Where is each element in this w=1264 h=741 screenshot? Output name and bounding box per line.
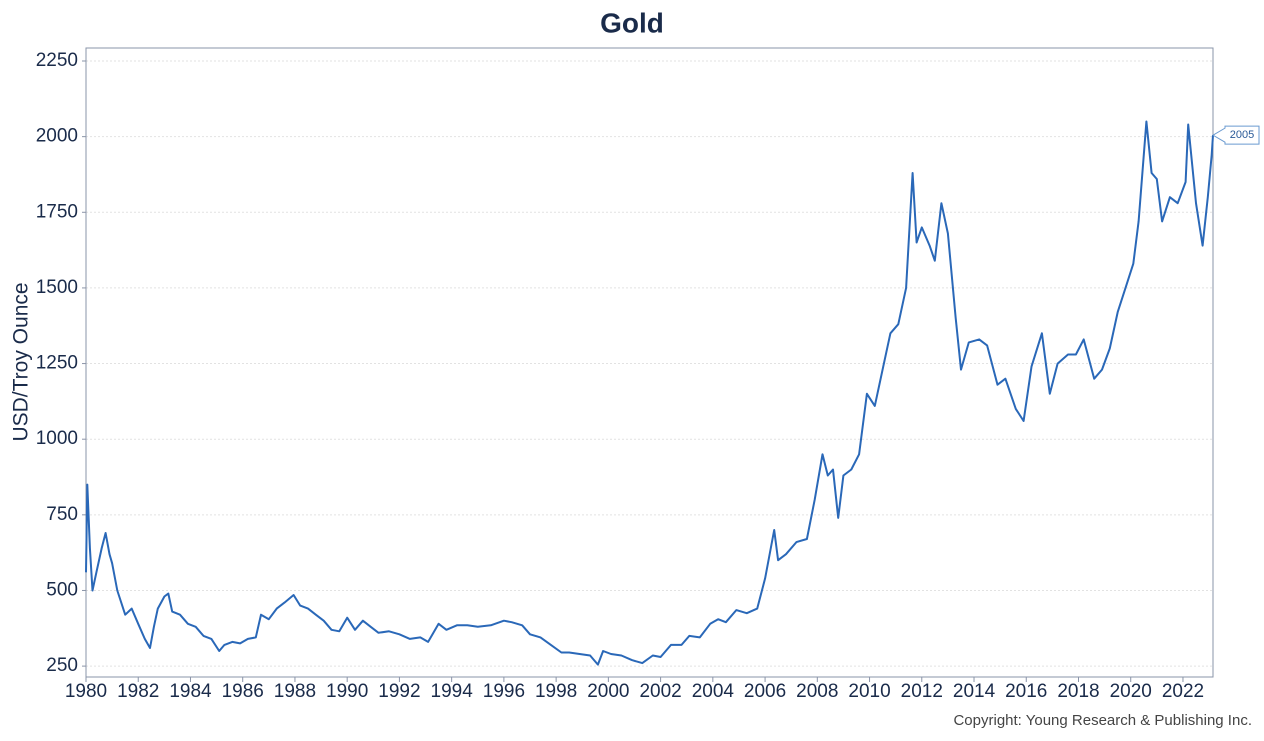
y-tick-label: 2250 (36, 50, 78, 71)
chart-title: Gold (600, 7, 664, 38)
x-tick-label: 2022 (1162, 681, 1204, 702)
x-tick-label: 1988 (274, 681, 316, 702)
y-tick-label: 500 (46, 579, 78, 600)
x-tick-label: 2006 (744, 681, 786, 702)
y-tick-label: 1500 (36, 277, 78, 298)
plot-frame (85, 47, 1214, 678)
x-tick-label: 2010 (848, 681, 890, 702)
x-tick-label: 1994 (431, 681, 474, 702)
x-tick-label: 1996 (483, 681, 525, 702)
x-tick-label: 1998 (535, 681, 577, 702)
x-tick-label: 2014 (953, 681, 996, 702)
x-tick-label: 2020 (1110, 681, 1152, 702)
x-tick-label: 2018 (1057, 681, 1099, 702)
annotation-box (1212, 125, 1260, 145)
x-tick-label: 1992 (378, 681, 420, 702)
price-line (85, 120, 1214, 666)
y-tick-label: 250 (46, 655, 78, 676)
x-tick-label: 2016 (1005, 681, 1047, 702)
x-tick-label: 1986 (222, 681, 264, 702)
x-tick-label: 2000 (587, 681, 629, 702)
x-tick-label: 1980 (65, 681, 107, 702)
x-tick-label: 2008 (796, 681, 838, 702)
y-tick-label: 1750 (36, 201, 78, 222)
y-tick-label: 1000 (36, 428, 78, 449)
x-tick-label: 1984 (169, 681, 212, 702)
y-tick-label: 1250 (36, 353, 78, 374)
y-tick-label: 2000 (36, 126, 78, 147)
x-tick-label: 2012 (901, 681, 943, 702)
x-tick-label: 1990 (326, 681, 368, 702)
y-axis-label: USD/Troy Ounce (10, 282, 33, 441)
annotation-label: 2005 (1230, 129, 1254, 141)
x-tick-label: 2002 (639, 681, 681, 702)
x-tick-label: 1982 (117, 681, 159, 702)
x-tick-label: 2004 (692, 681, 735, 702)
y-tick-label: 750 (46, 504, 78, 525)
source: Copyright: Young Research & Publishing I… (953, 712, 1252, 729)
